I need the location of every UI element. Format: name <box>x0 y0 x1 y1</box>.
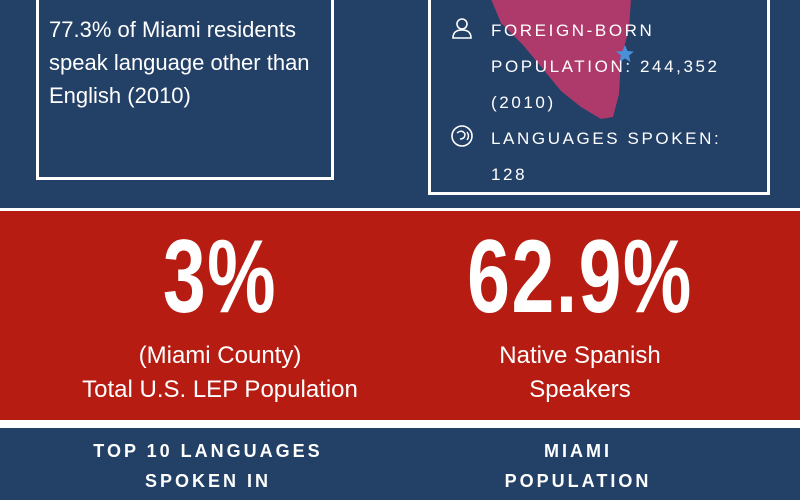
top-languages-heading: TOP 10 LANGUAGES SPOKEN IN <box>8 436 408 496</box>
spanish-caption-line2: Speakers <box>529 376 631 403</box>
lep-caption-line1: (Miami County) <box>138 342 302 369</box>
languages-text: LANGUAGES SPOKEN: 128 <box>491 129 722 184</box>
bottom-section: TOP 10 LANGUAGES SPOKEN IN MIAMI POPULAT… <box>0 428 800 500</box>
florida-map-shape <box>491 0 634 119</box>
miami-population-heading: MIAMI POPULATION <box>378 436 778 496</box>
divider-top <box>0 208 800 211</box>
miami-population-line2: POPULATION <box>504 471 652 491</box>
lep-caption: (Miami County) Total U.S. LEP Population <box>20 339 420 407</box>
top-languages-line2: SPOKEN IN <box>144 471 272 491</box>
top-section: 77.3% of Miami residents speak language … <box>0 0 800 208</box>
divider-bottom <box>0 420 800 428</box>
speech-icon <box>451 125 473 147</box>
star-icon <box>616 45 634 62</box>
person-icon <box>452 18 472 39</box>
spanish-percent: 62.9% <box>467 219 693 335</box>
foreign-born-text: FOREIGN-BORN POPULATION: 244,352 (2010) <box>491 21 720 112</box>
foreign-born-row: FOREIGN-BORN POPULATION: 244,352 (2010) <box>449 13 761 121</box>
language-stat-box: 77.3% of Miami residents speak language … <box>36 0 334 180</box>
lep-percent: 3% <box>162 219 278 335</box>
spanish-caption: Native Spanish Speakers <box>380 339 780 407</box>
top-languages-line1: TOP 10 LANGUAGES <box>93 441 323 461</box>
population-info-box: FOREIGN-BORN POPULATION: 244,352 (2010) … <box>428 0 770 195</box>
miami-population-line1: MIAMI <box>544 441 612 461</box>
stats-band: 3% (Miami County) Total U.S. LEP Populat… <box>0 211 800 420</box>
spanish-caption-line1: Native Spanish <box>499 342 661 369</box>
language-stat-text: 77.3% of Miami residents speak language … <box>49 17 310 108</box>
lep-caption-line2: Total U.S. LEP Population <box>82 376 358 403</box>
languages-row: LANGUAGES SPOKEN: 128 <box>449 121 761 192</box>
